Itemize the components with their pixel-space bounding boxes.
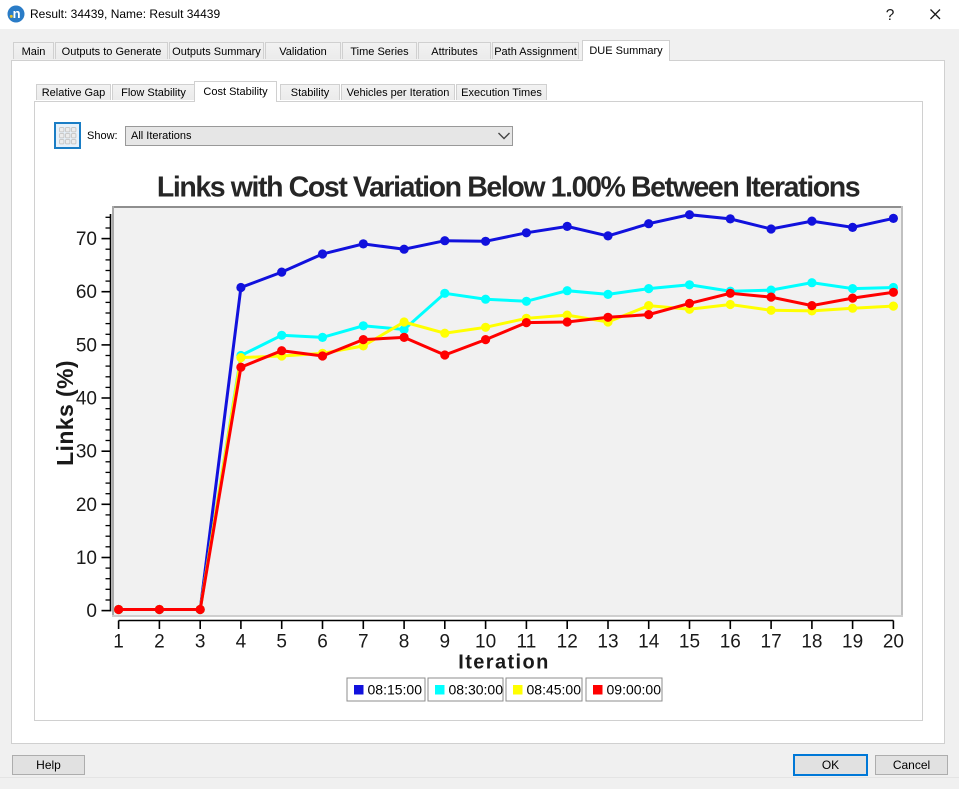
svg-text:09:00:00: 09:00:00 bbox=[607, 682, 662, 698]
svg-text:12: 12 bbox=[557, 631, 578, 652]
svg-text:50: 50 bbox=[76, 335, 97, 356]
svg-text:18: 18 bbox=[801, 631, 822, 652]
svg-text:20: 20 bbox=[883, 631, 904, 652]
svg-text:17: 17 bbox=[761, 631, 782, 652]
svg-text:?: ? bbox=[886, 7, 895, 24]
svg-text:08:30:00: 08:30:00 bbox=[449, 682, 504, 698]
svg-text:7: 7 bbox=[358, 631, 369, 652]
svg-text:5: 5 bbox=[276, 631, 287, 652]
svg-text:13: 13 bbox=[597, 631, 618, 652]
svg-text:11: 11 bbox=[517, 631, 537, 652]
svg-text:n: n bbox=[13, 6, 21, 21]
svg-text:16: 16 bbox=[720, 631, 741, 652]
svg-text:3: 3 bbox=[195, 631, 206, 652]
svg-text:40: 40 bbox=[76, 389, 97, 410]
svg-text:8: 8 bbox=[399, 631, 410, 652]
svg-text:08:45:00: 08:45:00 bbox=[527, 682, 582, 698]
svg-text:20: 20 bbox=[76, 495, 97, 516]
svg-text:2: 2 bbox=[154, 631, 165, 652]
svg-text:4: 4 bbox=[236, 631, 247, 652]
svg-text:10: 10 bbox=[76, 548, 97, 569]
svg-text:Links with Cost Variation Belo: Links with Cost Variation Below 1.00% Be… bbox=[157, 172, 860, 204]
svg-text:70: 70 bbox=[76, 229, 97, 250]
svg-text:9: 9 bbox=[440, 631, 451, 652]
svg-text:14: 14 bbox=[638, 631, 660, 652]
svg-text:60: 60 bbox=[76, 282, 97, 303]
svg-text:19: 19 bbox=[842, 631, 863, 652]
svg-text:08:15:00: 08:15:00 bbox=[368, 682, 423, 698]
svg-text:1: 1 bbox=[113, 631, 124, 652]
svg-text:15: 15 bbox=[679, 631, 700, 652]
svg-text:0: 0 bbox=[86, 601, 97, 622]
svg-text:6: 6 bbox=[317, 631, 328, 652]
svg-text:30: 30 bbox=[76, 442, 97, 463]
svg-text:Links (%): Links (%) bbox=[52, 360, 78, 466]
svg-text:Iteration: Iteration bbox=[458, 652, 550, 674]
svg-text:10: 10 bbox=[475, 631, 496, 652]
